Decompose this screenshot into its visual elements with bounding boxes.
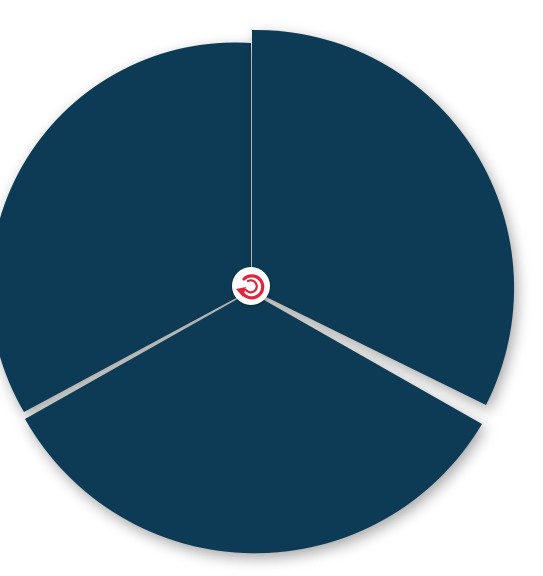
center-hub — [232, 267, 270, 305]
refresh-cycle-icon — [236, 274, 265, 300]
segment-bottom — [25, 292, 482, 554]
segment-left — [0, 42, 251, 412]
segment-right — [252, 29, 515, 405]
